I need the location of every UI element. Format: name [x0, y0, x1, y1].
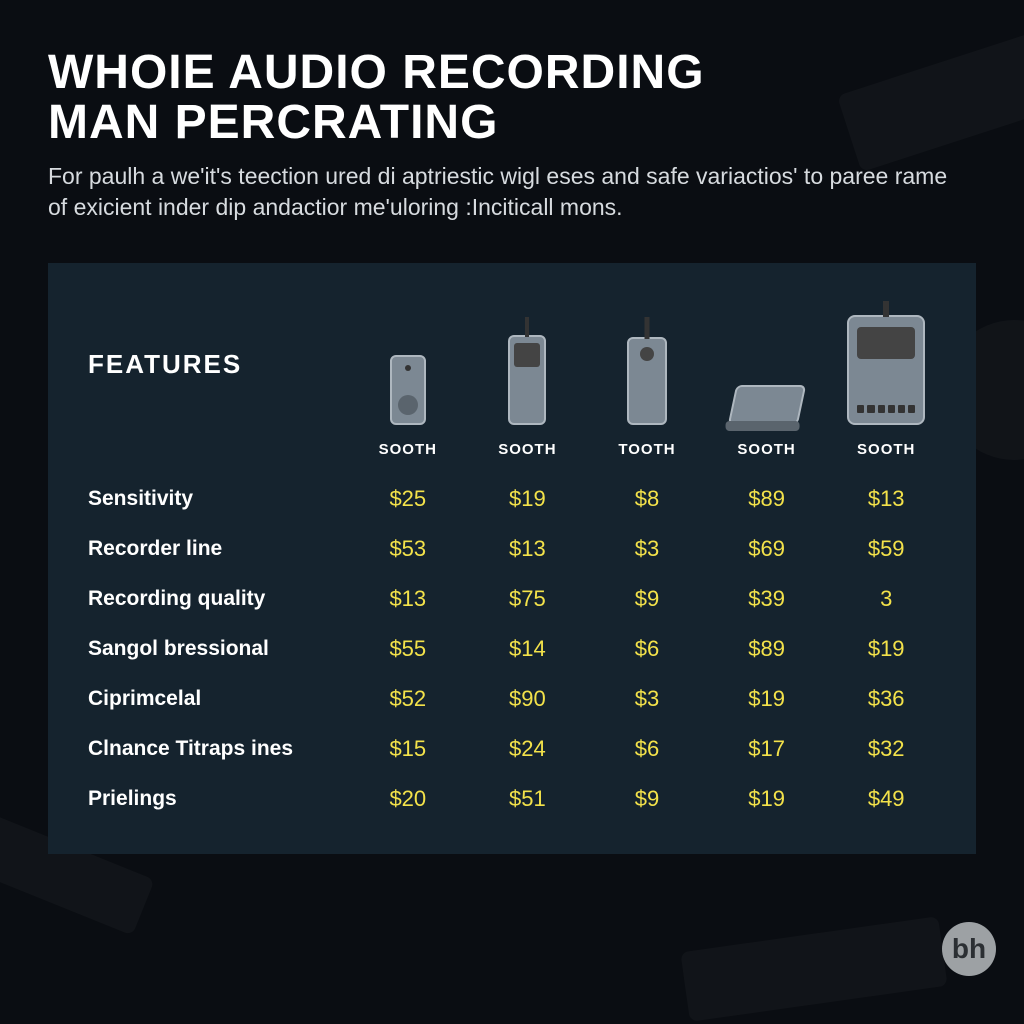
device-icon-col4	[707, 303, 827, 433]
recorder-large-icon	[847, 315, 925, 425]
price-cell: $69	[707, 524, 827, 574]
price-cell: $19	[707, 674, 827, 724]
price-cell: $17	[707, 724, 827, 774]
price-cell: $8	[587, 474, 707, 524]
feature-row-label: Ciprimcelal	[88, 675, 348, 723]
price-cell: $19	[707, 774, 827, 824]
price-cell: $52	[348, 674, 468, 724]
page-subtitle: For paulh a we'it's teection ured di apt…	[48, 161, 948, 223]
page-title: WHOIE AUDIO RECORDING MAN PERCRATING	[48, 48, 976, 149]
column-label: TOOTH	[587, 433, 707, 474]
price-cell: $90	[468, 674, 588, 724]
price-cell: $59	[826, 524, 946, 574]
price-cell: $49	[826, 774, 946, 824]
price-cell: $75	[468, 574, 588, 624]
price-cell: $19	[468, 474, 588, 524]
feature-row-label: Sensitivity	[88, 475, 348, 523]
price-cell: $3	[587, 674, 707, 724]
walkie-talkie-icon	[627, 337, 667, 425]
price-cell: $39	[707, 574, 827, 624]
device-icon-col2	[468, 303, 588, 433]
price-cell: $9	[587, 774, 707, 824]
price-cell: 3	[826, 574, 946, 624]
price-cell: $36	[826, 674, 946, 724]
device-icon-col1	[348, 303, 468, 433]
price-cell: $24	[468, 724, 588, 774]
brand-logo: bh	[942, 922, 996, 976]
price-cell: $6	[587, 724, 707, 774]
price-cell: $6	[587, 624, 707, 674]
column-label: SOOTH	[468, 433, 588, 474]
price-cell: $53	[348, 524, 468, 574]
title-line-2: MAN PERCRATING	[48, 96, 498, 149]
comparison-panel: FEATURES SOOTH SOOTH TOOTH SOOTH SOOTH S…	[48, 263, 976, 854]
price-cell: $15	[348, 724, 468, 774]
brand-logo-text: bh	[952, 933, 986, 965]
price-cell: $13	[826, 474, 946, 524]
price-cell: $20	[348, 774, 468, 824]
recorder-small-icon	[390, 355, 426, 425]
price-cell: $32	[826, 724, 946, 774]
feature-row-label: Prielings	[88, 775, 348, 823]
feature-row-label: Sangol bressional	[88, 625, 348, 673]
column-label: SOOTH	[707, 433, 827, 474]
device-icon-col3	[587, 303, 707, 433]
price-cell: $25	[348, 474, 468, 524]
price-cell: $13	[468, 524, 588, 574]
title-line-1: WHOIE AUDIO RECORDING	[48, 46, 705, 99]
price-cell: $9	[587, 574, 707, 624]
price-cell: $13	[348, 574, 468, 624]
feature-row-label: Recorder line	[88, 525, 348, 573]
price-cell: $51	[468, 774, 588, 824]
feature-row-label: Recording quality	[88, 575, 348, 623]
price-cell: $55	[348, 624, 468, 674]
price-cell: $3	[587, 524, 707, 574]
device-icon-col5	[826, 303, 946, 433]
feature-row-label: Clnance Titraps ines	[88, 725, 348, 773]
price-cell: $89	[707, 624, 827, 674]
column-label: SOOTH	[826, 433, 946, 474]
recorder-tall-antenna-icon	[508, 335, 546, 425]
features-heading: FEATURES	[88, 349, 348, 380]
column-label: SOOTH	[348, 433, 468, 474]
recorder-angled-icon	[727, 385, 806, 425]
price-cell: $89	[707, 474, 827, 524]
price-cell: $14	[468, 624, 588, 674]
price-cell: $19	[826, 624, 946, 674]
